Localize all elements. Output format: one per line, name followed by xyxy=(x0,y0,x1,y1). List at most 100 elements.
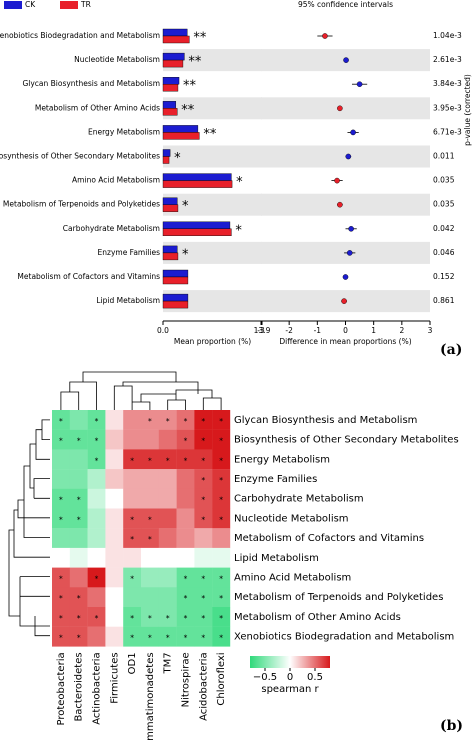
cell xyxy=(158,508,177,529)
cell xyxy=(87,567,106,588)
significance: * xyxy=(174,151,181,166)
cell xyxy=(105,547,124,568)
p-value: 6.71e-3 xyxy=(433,127,462,136)
point xyxy=(350,129,356,136)
cell xyxy=(158,449,177,470)
cell xyxy=(212,429,231,450)
column-label: Chloroflexi xyxy=(216,652,227,705)
cell xyxy=(52,567,70,588)
significance: * xyxy=(59,634,63,643)
cell xyxy=(123,528,142,549)
column-label: Proteobacteria xyxy=(56,652,67,725)
cell xyxy=(176,587,195,608)
cell xyxy=(194,607,213,627)
chart-title: 95% confidence intervals xyxy=(298,0,393,9)
x-tick-label: 1 xyxy=(371,326,376,335)
x-axis-label: Mean proportion (%) xyxy=(174,337,251,346)
legend-swatch xyxy=(4,1,22,9)
significance: * xyxy=(95,417,99,426)
p-value: 0.152 xyxy=(433,272,455,281)
significance: * xyxy=(182,247,189,262)
x-tick-label: 0 xyxy=(343,326,348,335)
cell xyxy=(123,508,142,529)
bar xyxy=(162,276,189,285)
cell xyxy=(69,449,88,470)
cell xyxy=(141,626,159,647)
cell xyxy=(194,508,213,529)
cell xyxy=(141,607,159,627)
bar xyxy=(162,180,233,188)
bar xyxy=(162,101,177,109)
cell xyxy=(212,567,231,588)
bar xyxy=(162,300,189,309)
significance: * xyxy=(130,634,134,643)
p-value: 0.011 xyxy=(433,152,455,161)
bar xyxy=(162,293,189,302)
significance: * xyxy=(219,634,223,643)
cell xyxy=(69,567,88,588)
cell xyxy=(87,410,106,430)
p-value: 1.04e-3 xyxy=(433,31,462,40)
cell xyxy=(158,469,177,489)
cell xyxy=(194,626,213,647)
significance: * xyxy=(219,456,223,465)
legend-label: TR xyxy=(80,0,91,9)
p-value: 3.95e-3 xyxy=(433,103,462,112)
category-label: Lipid Metabolism xyxy=(96,296,160,305)
cell xyxy=(176,626,195,647)
significance: * xyxy=(148,417,152,426)
bar xyxy=(162,228,232,237)
significance: * xyxy=(59,614,63,623)
bar xyxy=(162,35,190,44)
cell xyxy=(69,528,88,549)
cell xyxy=(212,528,231,549)
cell xyxy=(176,607,195,627)
significance: * xyxy=(219,496,223,505)
row-band xyxy=(163,97,262,120)
cell xyxy=(123,626,142,647)
significance: * xyxy=(201,437,205,446)
point xyxy=(342,274,349,280)
significance: * xyxy=(59,574,63,583)
x-tick-label: 13.9 xyxy=(254,326,271,335)
significance: * xyxy=(166,456,170,465)
cell xyxy=(123,410,142,430)
cell xyxy=(105,410,124,430)
point xyxy=(341,298,347,304)
p-value: 0.046 xyxy=(433,248,455,257)
significance: * xyxy=(201,496,205,505)
cell xyxy=(105,607,124,627)
bar xyxy=(162,52,185,61)
cell xyxy=(123,547,142,568)
point xyxy=(345,153,352,160)
bar xyxy=(162,173,232,181)
cell xyxy=(141,429,159,450)
significance: * xyxy=(184,417,188,426)
row-label: Amino Acid Metabolism xyxy=(234,572,351,583)
significance: * xyxy=(148,535,152,544)
significance: * xyxy=(130,515,134,524)
column-label: Actinobacteria xyxy=(92,652,103,724)
significance: * xyxy=(184,614,188,623)
cell xyxy=(141,469,159,489)
row-label: Energy Metabolism xyxy=(234,454,330,465)
point xyxy=(346,250,353,256)
cell xyxy=(212,469,231,489)
cell xyxy=(176,567,195,588)
significance: * xyxy=(219,476,223,485)
cell xyxy=(176,547,195,568)
significance: * xyxy=(130,614,134,623)
significance: * xyxy=(182,199,189,214)
significance: ** xyxy=(203,127,217,142)
significance: * xyxy=(184,437,188,446)
cell xyxy=(52,449,70,470)
significance: * xyxy=(77,437,81,446)
cell xyxy=(212,508,231,529)
bar xyxy=(162,108,178,116)
cell xyxy=(105,626,124,647)
cell xyxy=(105,587,124,608)
x-tick-label: 3 xyxy=(428,326,433,335)
cell xyxy=(176,410,195,430)
point xyxy=(322,33,328,39)
significance: * xyxy=(219,574,223,583)
